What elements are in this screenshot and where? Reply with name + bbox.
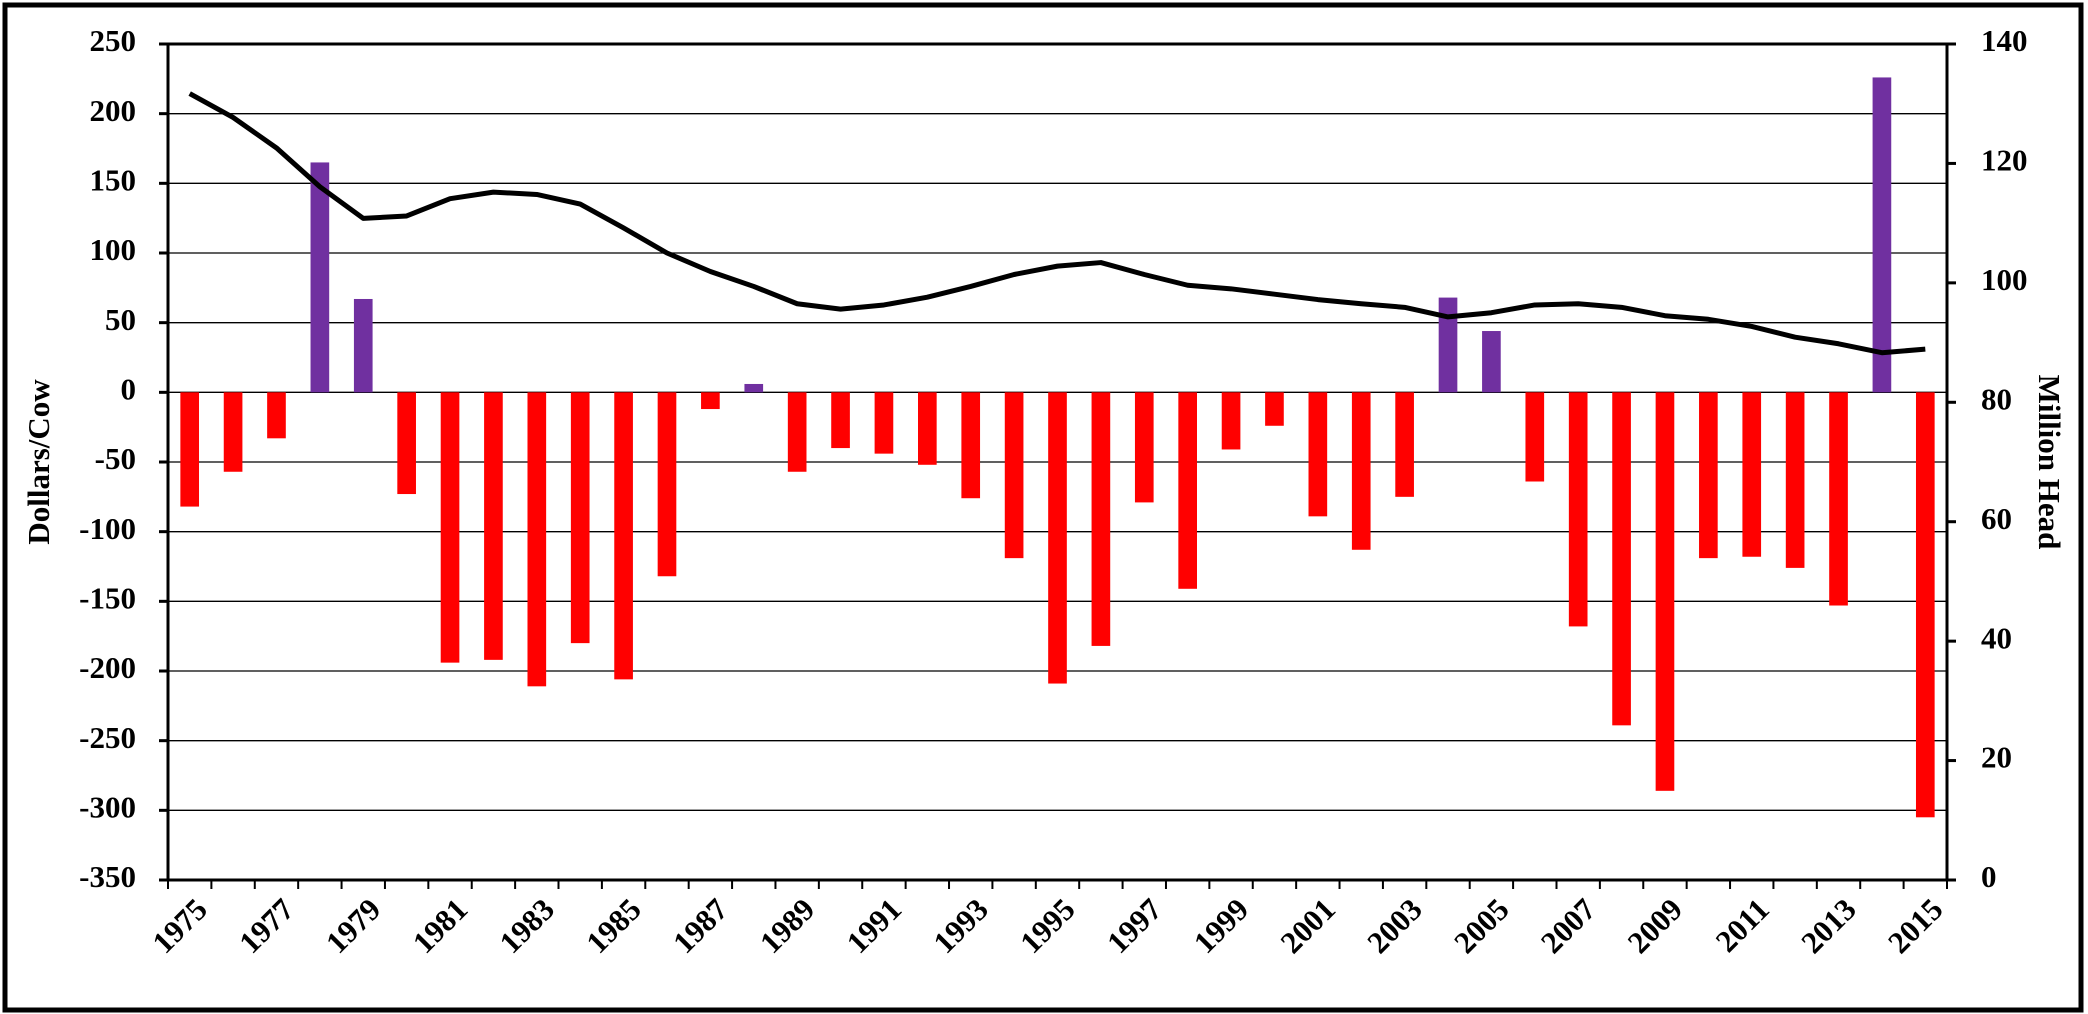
bar: [744, 383, 764, 393]
x-tick-label: 1993: [926, 891, 995, 960]
bar: [310, 162, 330, 393]
y2-tick-label: 20: [1981, 740, 2012, 775]
x-tick-label: 1989: [753, 891, 822, 960]
bar: [1351, 392, 1371, 550]
y-tick-label: -300: [79, 789, 136, 824]
bar: [440, 392, 460, 663]
bar: [570, 392, 590, 644]
y2-tick-label: 60: [1981, 501, 2012, 536]
bar: [1134, 392, 1154, 503]
bar: [180, 392, 200, 507]
x-tick-label: 2003: [1360, 891, 1429, 960]
bar: [1004, 392, 1024, 559]
bar: [397, 392, 416, 495]
y2-tick-label: 140: [1981, 23, 2028, 58]
x-tick-label: 1985: [579, 891, 648, 960]
bar: [701, 392, 720, 410]
y-tick-label: -100: [79, 511, 136, 546]
y-axis-label: Dollars/Cow: [21, 379, 56, 545]
x-tick-label: 1995: [1013, 891, 1082, 960]
bar: [1178, 392, 1197, 589]
x-tick-label: 1983: [492, 891, 561, 960]
x-tick-label: 1977: [232, 891, 301, 960]
bar: [527, 392, 547, 687]
x-tick-label: 1975: [145, 891, 214, 960]
y-tick-label: -50: [95, 441, 136, 476]
bar: [1829, 392, 1848, 606]
bar: [1655, 392, 1675, 791]
bar: [918, 392, 937, 465]
bar: [1785, 392, 1805, 568]
x-tick-label: 2011: [1709, 891, 1776, 958]
bar: [484, 392, 503, 660]
bar: [787, 392, 807, 472]
y2-axis-label: Million Head: [2032, 375, 2067, 550]
y2-tick-label: 40: [1981, 620, 2012, 655]
bar: [1221, 392, 1241, 450]
x-tick-label: 2015: [1881, 891, 1950, 960]
y-tick-label: 100: [90, 232, 137, 267]
plot-border: [166, 42, 1949, 882]
bar: [1048, 392, 1067, 684]
x-tick-label: 1999: [1187, 891, 1256, 960]
bar: [1265, 392, 1284, 426]
bar: [831, 392, 850, 449]
bar: [1915, 392, 1935, 818]
bar: [657, 392, 677, 577]
y2-tick-label: 120: [1981, 143, 2028, 178]
bar: [874, 392, 894, 454]
x-tick-label: 1979: [319, 891, 388, 960]
x-tick-label: 2007: [1534, 891, 1603, 960]
x-tick-label: 2005: [1447, 891, 1516, 960]
y-tick-label: 250: [90, 23, 137, 58]
y-tick-label: -350: [79, 859, 136, 894]
bar: [223, 392, 243, 472]
x-tick-label: 1991: [840, 891, 909, 960]
y-tick-label: -200: [79, 650, 136, 685]
line: [188, 91, 1926, 356]
bar: [1568, 392, 1588, 627]
y-tick-label: -150: [79, 580, 136, 615]
y-tick-label: 150: [90, 162, 137, 197]
y-tick-label: 0: [121, 371, 137, 406]
x-tick-label: 2009: [1621, 891, 1690, 960]
x-tick-label: 1987: [666, 891, 735, 960]
y-tick-label: -250: [79, 720, 136, 755]
bar: [267, 392, 286, 439]
y2-tick-label: 100: [1981, 262, 2028, 297]
bar: [961, 392, 981, 499]
bar: [1742, 392, 1762, 557]
bar: [1438, 297, 1458, 393]
bar: [1699, 392, 1718, 559]
x-tick-label: 2013: [1794, 891, 1863, 960]
bar: [1872, 77, 1892, 393]
bar: [353, 298, 373, 393]
x-tick-label: 1981: [406, 891, 475, 960]
bar: [1308, 392, 1328, 517]
bar: [1091, 392, 1111, 646]
y-tick-label: 50: [105, 302, 136, 337]
bar: [1395, 392, 1414, 497]
y2-tick-label: 0: [1981, 859, 1997, 894]
bar: [614, 392, 633, 680]
bar: [1612, 392, 1631, 726]
bar: [1525, 392, 1545, 482]
x-tick-label: 1997: [1100, 891, 1169, 960]
x-tick-label: 2001: [1273, 891, 1342, 960]
y2-tick-label: 80: [1981, 381, 2012, 416]
bar: [1482, 331, 1501, 393]
y-tick-label: 200: [90, 93, 137, 128]
